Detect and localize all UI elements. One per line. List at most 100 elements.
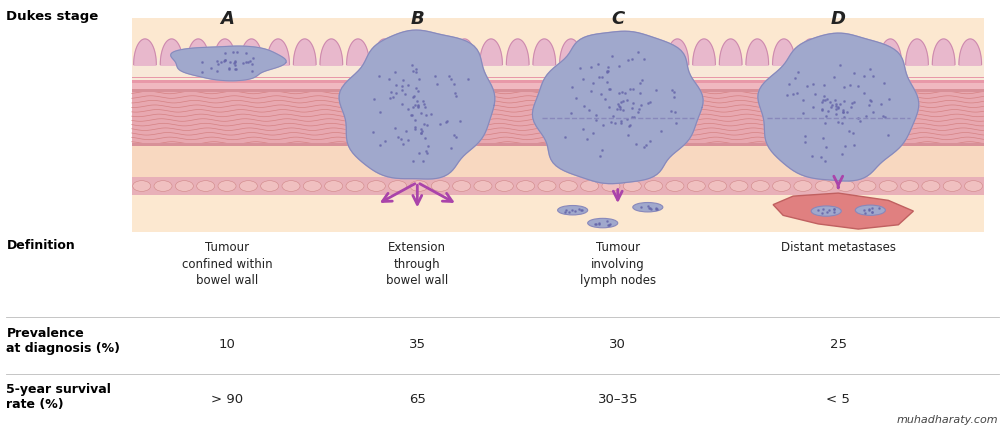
Ellipse shape	[474, 181, 492, 192]
Polygon shape	[773, 194, 914, 230]
Ellipse shape	[517, 181, 535, 192]
Ellipse shape	[794, 181, 812, 192]
Polygon shape	[347, 40, 369, 65]
Bar	[132, 90, 984, 93]
Text: 5-year survival
rate (%): 5-year survival rate (%)	[6, 381, 112, 409]
Polygon shape	[134, 40, 157, 65]
Ellipse shape	[602, 181, 620, 192]
Ellipse shape	[538, 181, 556, 192]
Polygon shape	[758, 34, 919, 181]
Ellipse shape	[879, 181, 897, 192]
Text: A: A	[220, 10, 234, 28]
Polygon shape	[639, 40, 662, 65]
Ellipse shape	[558, 206, 588, 215]
Ellipse shape	[154, 181, 172, 192]
Polygon shape	[479, 40, 502, 65]
Text: 30: 30	[609, 337, 626, 350]
Text: muhadharaty.com: muhadharaty.com	[897, 415, 999, 424]
Ellipse shape	[633, 203, 663, 212]
Ellipse shape	[581, 181, 599, 192]
Ellipse shape	[730, 181, 748, 192]
Text: 10: 10	[218, 337, 235, 350]
Ellipse shape	[588, 219, 618, 228]
Text: 35: 35	[409, 337, 426, 350]
Bar	[132, 91, 984, 147]
Ellipse shape	[260, 181, 278, 192]
Ellipse shape	[623, 181, 641, 192]
Text: 30–35: 30–35	[598, 392, 638, 405]
Polygon shape	[373, 40, 396, 65]
Ellipse shape	[709, 181, 727, 192]
Bar	[132, 59, 984, 91]
Ellipse shape	[452, 181, 470, 192]
Ellipse shape	[325, 181, 343, 192]
Text: 25: 25	[830, 337, 847, 350]
Ellipse shape	[197, 181, 215, 192]
Ellipse shape	[644, 181, 662, 192]
Ellipse shape	[346, 181, 364, 192]
Polygon shape	[879, 40, 901, 65]
Polygon shape	[507, 40, 529, 65]
Ellipse shape	[175, 181, 193, 192]
Bar	[132, 178, 984, 196]
Polygon shape	[933, 40, 955, 65]
Polygon shape	[453, 40, 475, 65]
Ellipse shape	[431, 181, 449, 192]
Text: Distant metastases: Distant metastases	[781, 241, 895, 254]
Ellipse shape	[965, 181, 983, 192]
Text: B: B	[410, 10, 424, 28]
Ellipse shape	[900, 181, 919, 192]
Text: > 90: > 90	[211, 392, 243, 405]
Polygon shape	[339, 31, 494, 180]
Polygon shape	[586, 40, 609, 65]
Bar	[132, 144, 984, 147]
Text: Dukes stage: Dukes stage	[6, 10, 98, 23]
Text: Prevalence
at diagnosis (%): Prevalence at diagnosis (%)	[6, 326, 121, 354]
Ellipse shape	[239, 181, 257, 192]
Ellipse shape	[304, 181, 322, 192]
Ellipse shape	[282, 181, 300, 192]
Ellipse shape	[751, 181, 769, 192]
Polygon shape	[906, 40, 929, 65]
Polygon shape	[213, 40, 236, 65]
Ellipse shape	[811, 206, 841, 217]
Polygon shape	[240, 40, 262, 65]
Polygon shape	[613, 40, 635, 65]
Polygon shape	[666, 40, 688, 65]
Ellipse shape	[815, 181, 833, 192]
Polygon shape	[746, 40, 769, 65]
Bar	[132, 77, 984, 79]
Text: < 5: < 5	[826, 392, 850, 405]
Text: Definition: Definition	[6, 239, 75, 252]
Polygon shape	[426, 40, 449, 65]
Bar	[132, 147, 984, 181]
Bar	[132, 82, 984, 91]
Polygon shape	[533, 40, 556, 65]
Ellipse shape	[133, 181, 151, 192]
Polygon shape	[692, 40, 716, 65]
Ellipse shape	[922, 181, 940, 192]
Text: 65: 65	[409, 392, 426, 405]
Polygon shape	[160, 40, 183, 65]
Polygon shape	[826, 40, 848, 65]
Ellipse shape	[944, 181, 961, 192]
Polygon shape	[320, 40, 343, 65]
Ellipse shape	[495, 181, 514, 192]
Polygon shape	[959, 40, 982, 65]
Text: Tumour
confined within
bowel wall: Tumour confined within bowel wall	[182, 241, 272, 286]
Ellipse shape	[855, 206, 885, 216]
Text: Tumour
involving
lymph nodes: Tumour involving lymph nodes	[580, 241, 656, 286]
Polygon shape	[852, 40, 875, 65]
Bar	[132, 18, 984, 232]
Polygon shape	[773, 40, 795, 65]
Polygon shape	[533, 32, 703, 184]
Ellipse shape	[389, 181, 407, 192]
Polygon shape	[293, 40, 316, 65]
Bar	[132, 81, 984, 83]
Ellipse shape	[687, 181, 706, 192]
Polygon shape	[266, 40, 289, 65]
Polygon shape	[720, 40, 742, 65]
Ellipse shape	[858, 181, 876, 192]
Ellipse shape	[367, 181, 385, 192]
Text: D: D	[831, 10, 846, 28]
